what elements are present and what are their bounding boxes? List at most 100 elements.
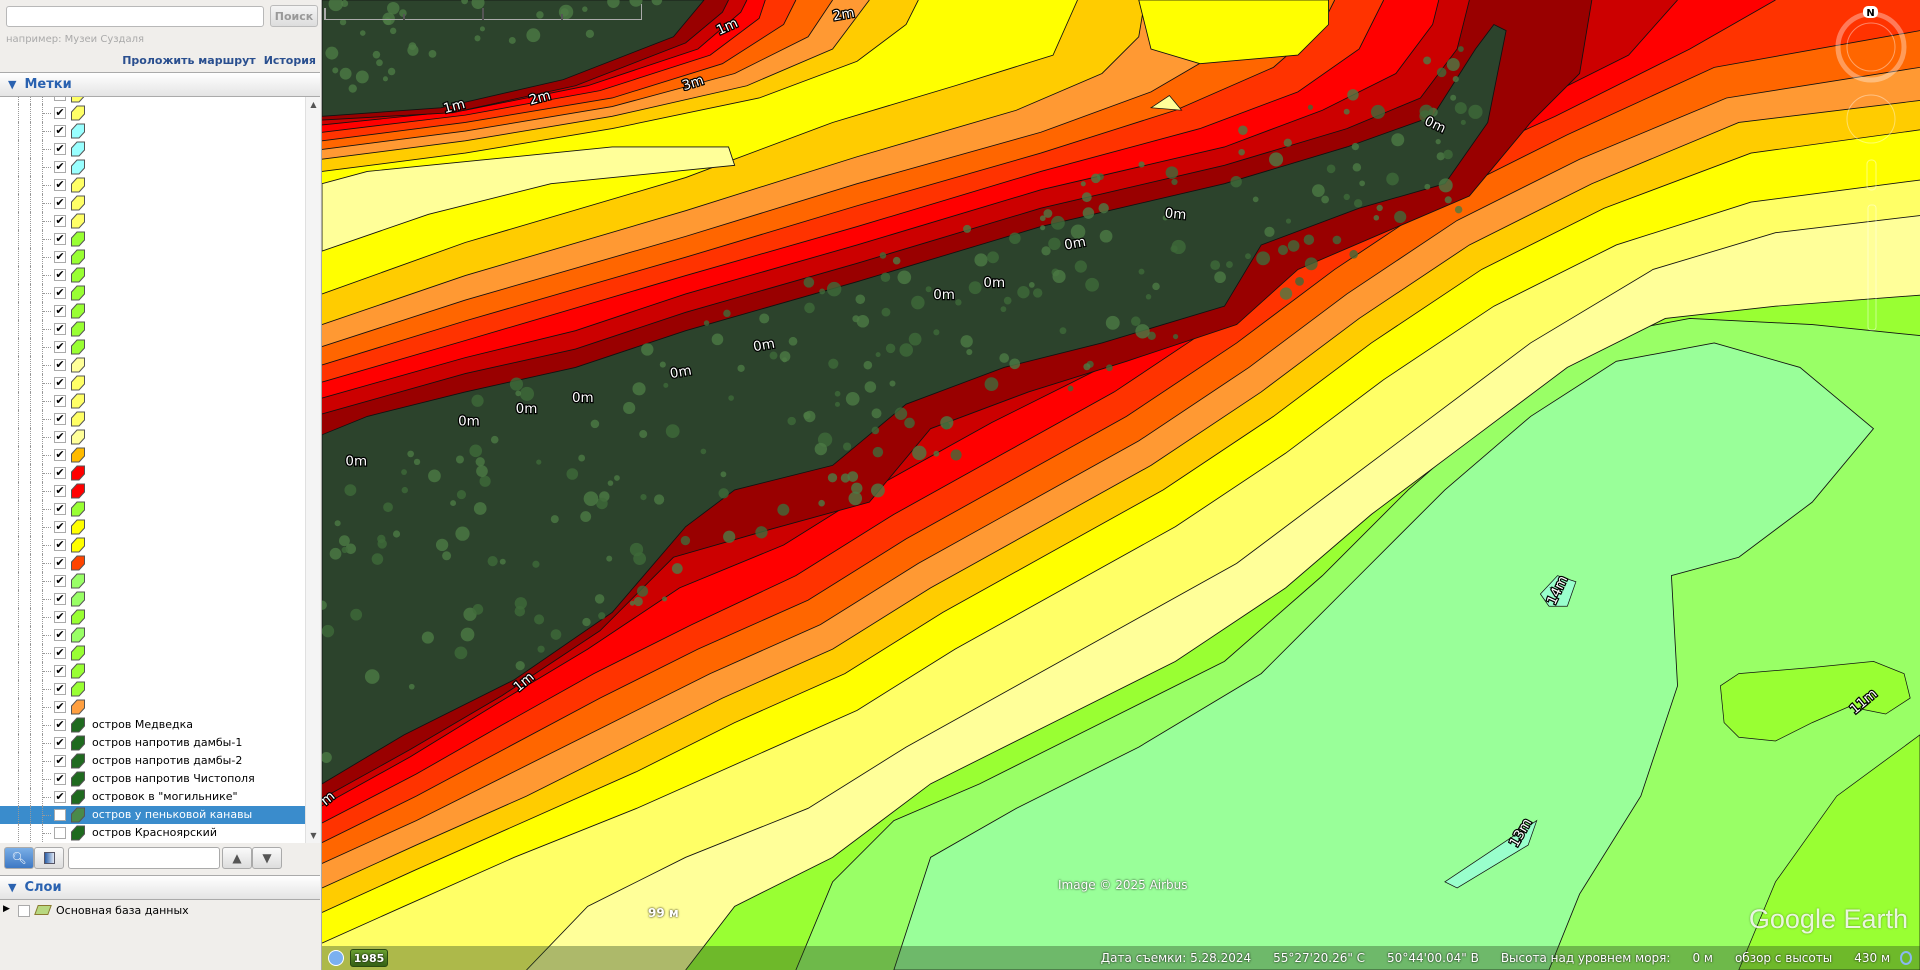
list-item[interactable]: ✔	[0, 500, 305, 518]
list-item[interactable]: ✔	[0, 140, 305, 158]
list-item[interactable]: ✔	[0, 284, 305, 302]
list-item[interactable]: ✔	[0, 122, 305, 140]
list-item[interactable]: ✔	[0, 266, 305, 284]
toggle-panel-button[interactable]	[34, 847, 64, 869]
item-checkbox[interactable]: ✔	[54, 322, 66, 335]
item-checkbox[interactable]: ✔	[54, 376, 66, 389]
item-checkbox[interactable]: ✔	[54, 412, 66, 425]
list-item[interactable]: ✔	[0, 392, 305, 410]
item-checkbox[interactable]: ✔	[54, 700, 66, 713]
item-checkbox[interactable]: ✔	[54, 178, 66, 191]
item-checkbox[interactable]: ✔	[54, 484, 66, 497]
item-checkbox[interactable]: ✔	[54, 664, 66, 677]
item-checkbox[interactable]: ✔	[54, 97, 66, 101]
scroll-down-icon[interactable]: ▼	[310, 831, 317, 840]
list-item[interactable]: ✔	[0, 212, 305, 230]
item-checkbox[interactable]: ✔	[54, 142, 66, 155]
item-checkbox[interactable]: ✔	[54, 448, 66, 461]
item-checkbox[interactable]: ✔	[54, 790, 66, 803]
list-item[interactable]: ✔	[0, 464, 305, 482]
list-item[interactable]: остров у пеньковой канавы	[0, 806, 305, 824]
item-checkbox[interactable]: ✔	[54, 610, 66, 623]
list-item[interactable]: ✔	[0, 626, 305, 644]
list-item[interactable]: ✔	[0, 698, 305, 716]
list-item[interactable]: ✔ остров Медведка	[0, 716, 305, 734]
list-item[interactable]: остров Красноярский	[0, 824, 305, 842]
list-item[interactable]: ✔	[0, 644, 305, 662]
layer-item[interactable]: ▶ Основная база данных	[0, 902, 320, 920]
item-checkbox[interactable]: ✔	[54, 502, 66, 515]
list-item[interactable]: ✔ остров напротив дамбы-1	[0, 734, 305, 752]
list-item[interactable]: ✔	[0, 410, 305, 428]
item-checkbox[interactable]: ✔	[54, 250, 66, 263]
contour-map[interactable]: 1m 2m3m1m2m0m0m0m0m0m0m0m0m0m0m0m1m11m14m…	[322, 0, 1920, 970]
item-checkbox[interactable]: ✔	[54, 682, 66, 695]
places-filter-input[interactable]	[68, 847, 220, 869]
scroll-up-icon[interactable]: ▲	[310, 100, 317, 109]
item-checkbox[interactable]: ✔	[54, 232, 66, 245]
item-checkbox[interactable]: ✔	[54, 736, 66, 749]
list-item[interactable]: ✔	[0, 590, 305, 608]
list-item[interactable]: ✔	[0, 446, 305, 464]
list-item[interactable]: ✔	[0, 302, 305, 320]
item-checkbox[interactable]: ✔	[54, 196, 66, 209]
list-item[interactable]: ✔	[0, 97, 305, 104]
collapse-triangle-icon[interactable]: ▼	[8, 78, 17, 91]
list-item[interactable]: ✔	[0, 572, 305, 590]
historical-imagery-clock-icon[interactable]	[328, 950, 344, 966]
item-checkbox[interactable]: ✔	[54, 628, 66, 641]
move-up-button[interactable]: ▲	[222, 847, 252, 869]
item-checkbox[interactable]: ✔	[54, 574, 66, 587]
list-item[interactable]: ✔	[0, 230, 305, 248]
move-down-button[interactable]: ▼	[252, 847, 282, 869]
item-checkbox[interactable]: ✔	[54, 646, 66, 659]
item-checkbox[interactable]: ✔	[54, 718, 66, 731]
layers-panel-header[interactable]: ▼ Слои	[0, 875, 320, 900]
list-item[interactable]: ✔	[0, 176, 305, 194]
item-checkbox[interactable]: ✔	[54, 358, 66, 371]
item-checkbox[interactable]: ✔	[54, 394, 66, 407]
item-checkbox[interactable]: ✔	[54, 124, 66, 137]
item-checkbox[interactable]: ✔	[54, 214, 66, 227]
list-item[interactable]: ✔	[0, 248, 305, 266]
list-item[interactable]: ✔	[0, 158, 305, 176]
list-item[interactable]: ✔	[0, 374, 305, 392]
item-checkbox[interactable]: ✔	[54, 340, 66, 353]
item-checkbox[interactable]	[54, 809, 66, 821]
list-item[interactable]: ✔	[0, 518, 305, 536]
map-view[interactable]: 1m 2m 3m 1m 2m 0m 0m 0m 0m 0m 0m 0m 0m 0m 0m 0m 1m 11m 14m…	[322, 0, 1920, 970]
list-item[interactable]: ✔	[0, 536, 305, 554]
history-link[interactable]: История	[263, 54, 316, 67]
item-checkbox[interactable]: ✔	[54, 430, 66, 443]
item-checkbox[interactable]: ✔	[54, 286, 66, 299]
list-item[interactable]: ✔	[0, 356, 305, 374]
list-item[interactable]: ✔	[0, 482, 305, 500]
item-checkbox[interactable]: ✔	[54, 466, 66, 479]
layer-checkbox[interactable]	[18, 905, 30, 917]
item-checkbox[interactable]: ✔	[54, 106, 66, 119]
item-checkbox[interactable]: ✔	[54, 772, 66, 785]
list-item[interactable]: ✔	[0, 320, 305, 338]
search-places-button[interactable]: 🔍︎	[4, 847, 34, 869]
item-checkbox[interactable]	[54, 827, 66, 839]
item-checkbox[interactable]: ✔	[54, 754, 66, 767]
list-item[interactable]: ✔	[0, 194, 305, 212]
search-button[interactable]: Поиск	[270, 5, 318, 27]
list-item[interactable]: ✔	[0, 428, 305, 446]
item-checkbox[interactable]: ✔	[54, 160, 66, 173]
list-item[interactable]: ✔	[0, 680, 305, 698]
list-item[interactable]: ✔	[0, 608, 305, 626]
search-input[interactable]	[6, 6, 264, 27]
list-item[interactable]: ✔	[0, 104, 305, 122]
collapse-triangle-icon[interactable]: ▼	[8, 881, 17, 894]
list-item[interactable]: ✔ остров напротив Чистополя	[0, 770, 305, 788]
list-item[interactable]: ✔ островок в "могильнике"	[0, 788, 305, 806]
list-item[interactable]: ✔ остров напротив дамбы-2	[0, 752, 305, 770]
list-item[interactable]: ✔	[0, 338, 305, 356]
item-checkbox[interactable]: ✔	[54, 556, 66, 569]
route-link[interactable]: Проложить маршрут	[122, 54, 256, 67]
list-item[interactable]: ✔	[0, 554, 305, 572]
places-panel-header[interactable]: ▼ Метки	[0, 72, 320, 97]
imagery-year-button[interactable]: 1985	[350, 949, 388, 967]
expand-arrow-icon[interactable]: ▶	[3, 904, 10, 914]
